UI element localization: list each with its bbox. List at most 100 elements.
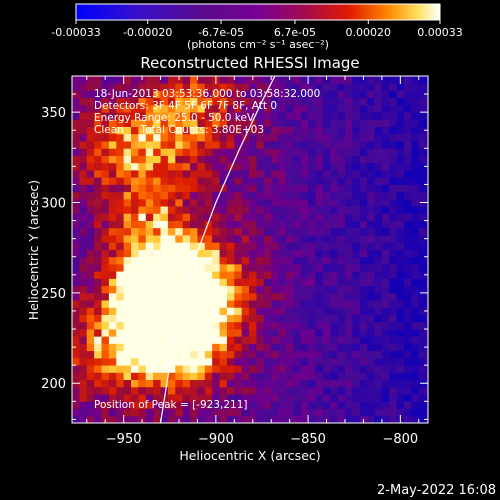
heatmap-cell [330,126,339,135]
heatmap-cell [271,242,279,250]
heatmap-cell [72,177,80,185]
heatmap-cell [337,169,346,178]
heatmap-cell [145,126,154,135]
heatmap-cell [190,285,198,294]
heatmap-cell [426,256,428,265]
heatmap-cell [212,401,220,409]
heatmap-cell [204,191,213,200]
heatmap-cell [204,242,213,250]
heatmap-cell [300,321,309,330]
heatmap-cell [322,350,331,359]
heatmap-cell [330,119,339,128]
heatmap-cell [293,372,302,381]
heatmap-cell [396,321,405,330]
heatmap-cell [167,379,176,388]
heatmap-cell [256,213,265,221]
heatmap-cell [367,133,375,142]
heatmap-cell [322,263,331,272]
heatmap-cell [381,314,390,323]
heatmap-cell [337,162,346,171]
heatmap-cell [367,372,375,381]
heatmap-cell [219,104,228,113]
heatmap-cell [359,292,368,301]
heatmap-cell [381,227,390,236]
heatmap-cell [175,372,184,381]
heatmap-cell [418,90,427,99]
heatmap-cell [308,83,316,91]
heatmap-cell [108,394,117,402]
heatmap-cell [344,278,353,287]
heatmap-cell [337,133,346,142]
heatmap-cell [344,372,353,381]
heatmap-cell [101,191,110,200]
heatmap-cell [79,90,88,99]
heatmap-cell [300,263,309,272]
heatmap-cell [285,249,294,258]
heatmap-cell [153,307,161,315]
heatmap-cell [131,213,139,221]
heatmap-cell [271,300,279,308]
heatmap-cell [145,169,154,178]
heatmap-cell [249,90,257,99]
heatmap-cell [153,169,161,178]
heatmap-cell [337,76,346,84]
heatmap-cell [352,408,361,417]
heatmap-cell [418,242,427,250]
heatmap-cell [101,155,110,164]
heatmap-cell [241,321,250,330]
heatmap-cell [344,285,353,294]
heatmap-cell [396,285,405,294]
heatmap-cell [322,169,331,178]
heatmap-cell [204,162,213,171]
heatmap-cell [108,415,117,423]
heatmap-cell [308,242,316,250]
heatmap-cell [145,365,154,373]
heatmap-cell [256,76,265,84]
heatmap-cell [278,386,287,395]
heatmap-cell [411,76,420,84]
heatmap-cell [300,213,309,221]
heatmap-cell [190,343,198,352]
heatmap-cell [344,83,353,91]
heatmap-cell [190,198,198,207]
heatmap-cell [86,300,95,308]
heatmap-cell [86,249,95,258]
heatmap-cell [175,104,184,113]
heatmap-cell [344,307,353,315]
heatmap-cell [79,148,88,156]
heatmap-cell [285,184,294,193]
heatmap-cell [219,227,228,236]
heatmap-cell [175,249,184,258]
heatmap-cell [300,227,309,236]
heatmap-cell [308,314,316,323]
heatmap-cell [86,408,95,417]
heatmap-cell [374,329,383,337]
heatmap-cell [226,83,235,91]
heatmap-cell [145,206,154,214]
heatmap-cell [404,307,412,315]
heatmap-cell [271,235,279,243]
heatmap-cell [330,307,339,315]
heatmap-cell [285,169,294,178]
heatmap-cell [330,336,339,344]
heatmap-cell [204,343,213,352]
heatmap-cell [308,148,316,156]
heatmap-cell [138,321,147,330]
heatmap-cell [234,271,243,279]
heatmap-cell [359,401,368,409]
heatmap-cell [322,177,331,185]
heatmap-cell [123,242,132,250]
heatmap-cell [263,155,272,164]
heatmap-cell [418,263,427,272]
heatmap-cell [138,242,147,250]
heatmap-cell [101,198,110,207]
heatmap-cell [131,162,139,171]
heatmap-cell [300,415,309,423]
heatmap-cell [145,76,154,84]
heatmap-cell [271,386,279,395]
heatmap-cell [226,97,235,106]
heatmap-cell [330,242,339,250]
heatmap-cell [337,206,346,214]
heatmap-cell [160,184,169,193]
heatmap-cell [190,169,198,178]
